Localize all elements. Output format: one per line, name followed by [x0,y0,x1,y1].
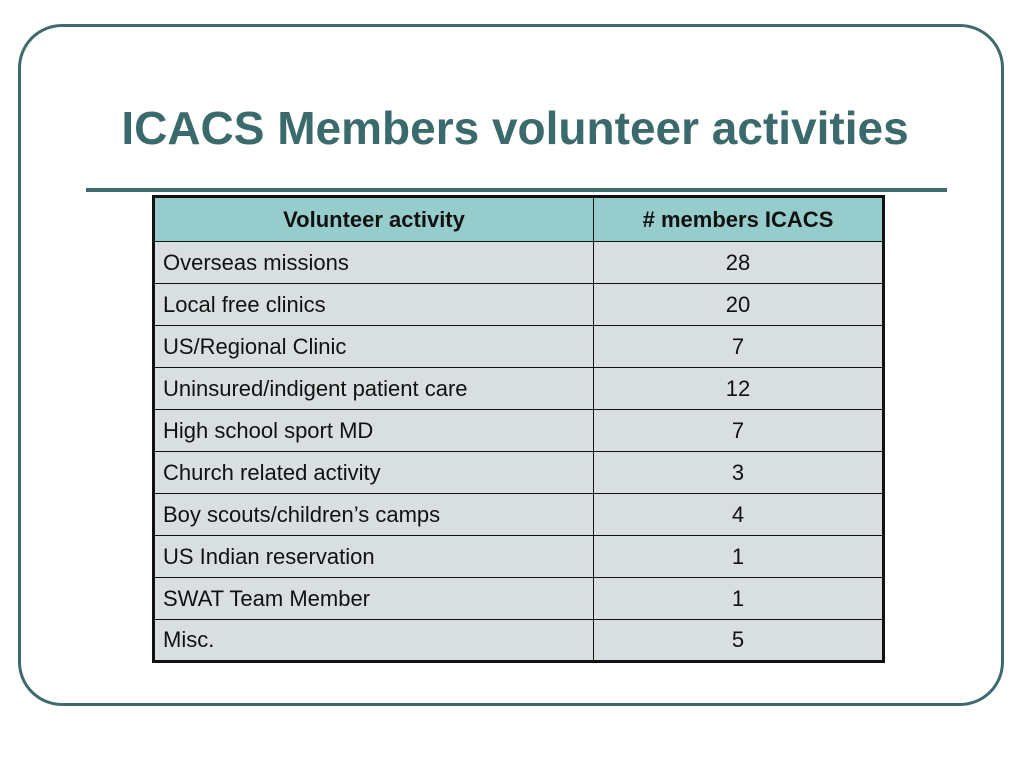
table-row: Local free clinics 20 [153,283,884,326]
table-row: Misc. 5 [153,619,884,662]
table-row: US/Regional Clinic 7 [153,325,884,368]
members-cell: 20 [593,283,884,326]
activity-cell: SWAT Team Member [153,577,594,620]
table-row: Church related activity 3 [153,451,884,494]
table-row: Overseas missions 28 [153,241,884,284]
table-row: High school sport MD 7 [153,409,884,452]
members-cell: 1 [593,535,884,578]
title-underline [86,188,947,192]
activity-cell: US Indian reservation [153,535,594,578]
members-cell: 7 [593,409,884,452]
members-cell: 3 [593,451,884,494]
table-row: US Indian reservation 1 [153,535,884,578]
members-cell: 1 [593,577,884,620]
table-header-row: Volunteer activity # members ICACS [153,196,884,242]
header-volunteer-activity: Volunteer activity [153,196,594,242]
members-cell: 5 [593,619,884,662]
activity-cell: Uninsured/indigent patient care [153,367,594,410]
activity-cell: Overseas missions [153,241,594,284]
activity-cell: US/Regional Clinic [153,325,594,368]
activity-cell: Misc. [153,619,594,662]
header-members-icacs: # members ICACS [593,196,884,242]
activity-cell: High school sport MD [153,409,594,452]
table-row: SWAT Team Member 1 [153,577,884,620]
slide-frame [18,24,1004,706]
members-cell: 12 [593,367,884,410]
table-row: Uninsured/indigent patient care 12 [153,367,884,410]
members-cell: 4 [593,493,884,536]
slide-title: ICACS Members volunteer activities [121,102,909,154]
table-row: Boy scouts/children’s camps 4 [153,493,884,536]
volunteer-table: Volunteer activity # members ICACS Overs… [152,195,885,663]
members-cell: 28 [593,241,884,284]
members-cell: 7 [593,325,884,368]
activity-cell: Church related activity [153,451,594,494]
activity-cell: Local free clinics [153,283,594,326]
activity-cell: Boy scouts/children’s camps [153,493,594,536]
